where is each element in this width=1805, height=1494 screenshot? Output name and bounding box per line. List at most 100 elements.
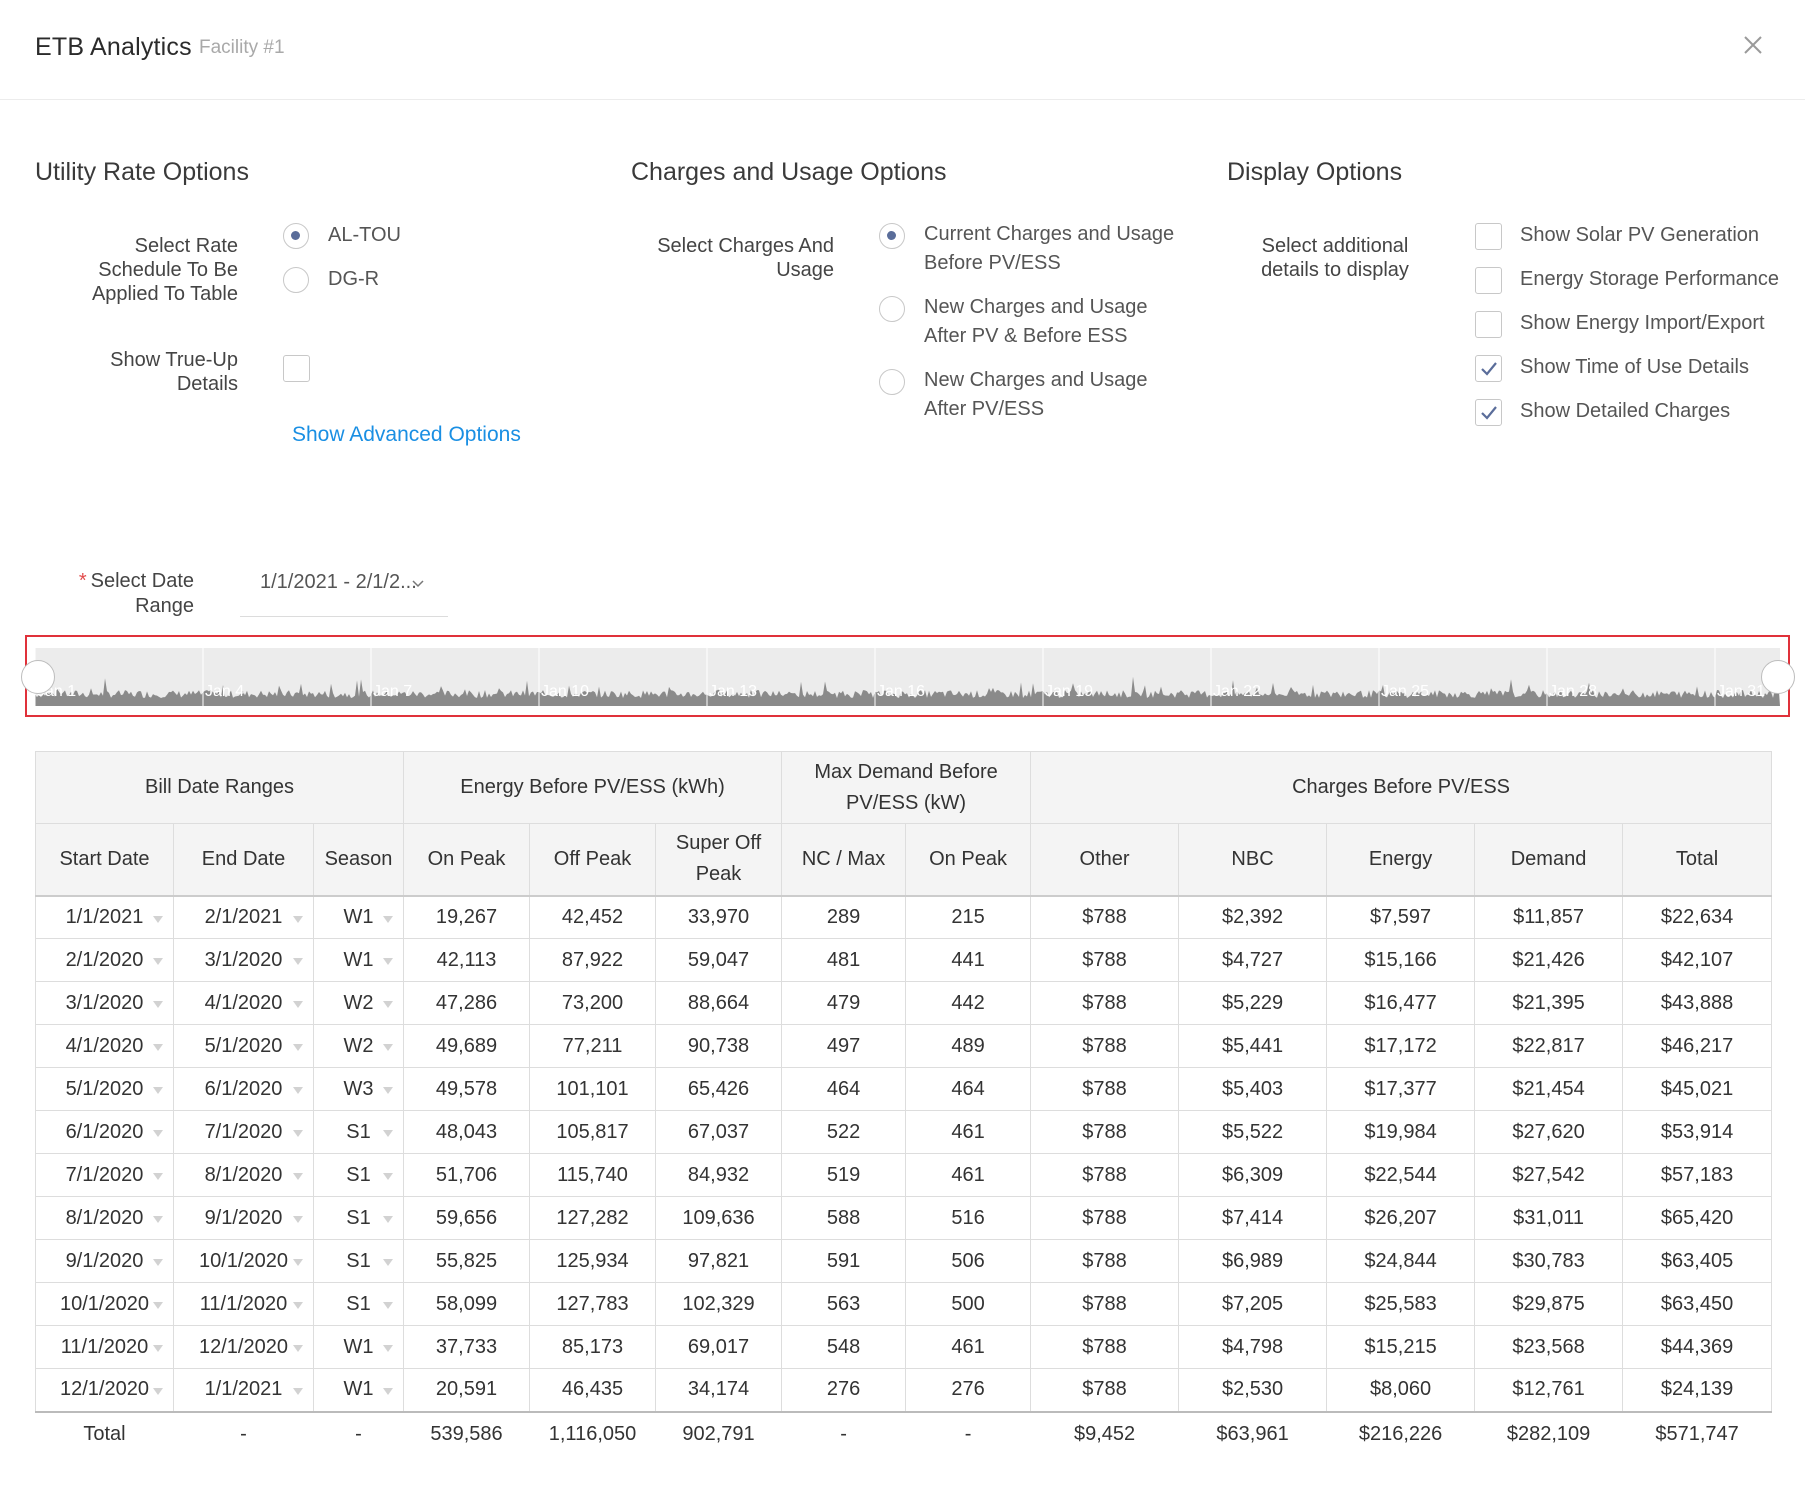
start-date-select[interactable]: 12/1/2020: [35, 1368, 174, 1413]
end-date-select[interactable]: 3/1/2020: [173, 938, 314, 982]
timeline-tick-label: Jan 4: [205, 683, 245, 700]
start-date-select[interactable]: 9/1/2020: [35, 1239, 174, 1283]
rate-radio-label-dg-r[interactable]: DG-R: [328, 268, 380, 290]
charges-option-after-pv[interactable]: New Charges and Usage After PV & Before …: [924, 293, 1147, 351]
checkbox-time-of-use[interactable]: [1475, 355, 1502, 382]
rate-schedule-label: Select Rate Schedule To Be Applied To Ta…: [91, 235, 238, 305]
true-up-checkbox[interactable]: [283, 355, 310, 382]
cell-value: 9/1/2020: [65, 1249, 144, 1272]
caret-down-icon: [293, 1259, 303, 1266]
close-button[interactable]: [1738, 30, 1768, 60]
table-cell: 69,017: [654, 1325, 783, 1369]
checkbox-energy-import-export[interactable]: [1475, 311, 1502, 338]
start-date-select[interactable]: 6/1/2020: [35, 1110, 174, 1154]
checkbox-label-detailed-charges[interactable]: Show Detailed Charges: [1520, 400, 1731, 422]
end-date-select[interactable]: 4/1/2020: [173, 981, 314, 1025]
season-select[interactable]: S1: [313, 1196, 404, 1240]
season-select[interactable]: S1: [313, 1153, 404, 1197]
timeline-navigator[interactable]: Jan 1 Jan 4 Jan 7 Jan 10 Jan 13 Jan 16 Jan 19 J…: [21, 635, 1795, 717]
caret-down-icon: [293, 1388, 303, 1395]
table-cell: 215: [905, 895, 1032, 939]
season-select[interactable]: W3: [313, 1067, 404, 1111]
table-cell: 441: [905, 938, 1032, 982]
table-cell: 461: [905, 1110, 1032, 1154]
rate-radio-dg-r[interactable]: [283, 267, 309, 293]
table-cell: $45,021: [1622, 1067, 1773, 1111]
timeline-tick-label: Jan 22: [1213, 683, 1262, 700]
charges-option-after-pv-ess[interactable]: New Charges and Usage After PV/ESS: [924, 366, 1147, 424]
charges-option-current[interactable]: Current Charges and Usage Before PV/ESS: [924, 220, 1174, 278]
cell-value: 6/1/2020: [204, 1077, 283, 1100]
checkbox-detailed-charges[interactable]: [1475, 399, 1502, 426]
end-date-select[interactable]: 6/1/2020: [173, 1067, 314, 1111]
end-date-select[interactable]: 11/1/2020: [173, 1282, 314, 1326]
checkbox-label-solar-pv[interactable]: Show Solar PV Generation: [1520, 224, 1760, 246]
table-cell: 461: [905, 1153, 1032, 1197]
caret-down-icon: [383, 915, 393, 923]
checkbox-energy-storage[interactable]: [1475, 267, 1502, 294]
season-select[interactable]: W1: [313, 1368, 404, 1413]
start-date-select[interactable]: 3/1/2020: [35, 981, 174, 1025]
timeline-area[interactable]: Jan 1 Jan 4 Jan 7 Jan 10 Jan 13 Jan 16 Jan 19 J…: [21, 648, 1795, 706]
total-cell: $9,452: [1073, 1422, 1136, 1445]
start-date-select[interactable]: 8/1/2020: [35, 1196, 174, 1240]
table-cell: 442: [905, 981, 1032, 1025]
column-header: Energy: [1326, 823, 1476, 897]
checkbox-label-time-of-use[interactable]: Show Time of Use Details: [1520, 356, 1749, 378]
start-date-select[interactable]: 4/1/2020: [35, 1024, 174, 1068]
table-cell: 489: [905, 1024, 1032, 1068]
season-select[interactable]: S1: [313, 1282, 404, 1326]
cell-value: 1/1/2021: [65, 905, 144, 928]
end-date-select[interactable]: 9/1/2020: [173, 1196, 314, 1240]
display-details-label: Select additional details to display: [1261, 235, 1409, 281]
season-select[interactable]: W1: [313, 895, 404, 939]
checkbox-solar-pv[interactable]: [1475, 223, 1502, 250]
end-date-select[interactable]: 5/1/2020: [173, 1024, 314, 1068]
cell-value: 4/1/2020: [65, 1034, 144, 1057]
table-cell: $44,369: [1622, 1325, 1773, 1369]
charges-radio-after-pv[interactable]: [879, 296, 905, 322]
table-cell: 90,738: [654, 1024, 783, 1068]
table-cell: 42,113: [403, 938, 530, 982]
date-range-select[interactable]: 1/1/2021 - 2/1/2...: [240, 569, 448, 617]
start-date-select[interactable]: 11/1/2020: [35, 1325, 174, 1369]
table-row: 5/1/2020 6/1/2020 W3 49,578 101,101 65,426 464…: [35, 1067, 1773, 1111]
season-select[interactable]: S1: [313, 1239, 404, 1283]
table-cell: $2,392: [1178, 895, 1328, 939]
start-date-select[interactable]: 1/1/2021: [35, 895, 174, 939]
season-select[interactable]: W2: [313, 981, 404, 1025]
caret-down-icon: [153, 958, 163, 965]
season-select[interactable]: W1: [313, 938, 404, 982]
table-cell: $63,405: [1622, 1239, 1773, 1283]
start-date-select[interactable]: 5/1/2020: [35, 1067, 174, 1111]
season-select[interactable]: W1: [313, 1325, 404, 1369]
checkbox-label-energy-storage[interactable]: Energy Storage Performance: [1520, 268, 1780, 290]
season-select[interactable]: W2: [313, 1024, 404, 1068]
close-icon[interactable]: [1738, 30, 1768, 60]
end-date-select[interactable]: 12/1/2020: [173, 1325, 314, 1369]
show-advanced-options-link[interactable]: Show Advanced Options: [292, 423, 521, 446]
end-date-select[interactable]: 2/1/2021: [173, 895, 314, 939]
end-date-select[interactable]: 8/1/2020: [173, 1153, 314, 1197]
end-date-select[interactable]: 1/1/2021: [173, 1368, 314, 1413]
rate-radio-label-al-tou[interactable]: AL-TOU: [328, 224, 401, 246]
facility-subtitle: Facility #1: [199, 37, 285, 58]
end-date-select[interactable]: 7/1/2020: [173, 1110, 314, 1154]
rate-radio-al-tou[interactable]: [283, 223, 309, 249]
timeline-tick-label: Jan 25: [1381, 683, 1430, 700]
cell-value: W1: [343, 905, 374, 928]
start-date-select[interactable]: 10/1/2020: [35, 1282, 174, 1326]
end-date-select[interactable]: 10/1/2020: [173, 1239, 314, 1283]
table-cell: $788: [1030, 1282, 1180, 1326]
charges-usage-label: Select Charges And Usage: [657, 235, 834, 281]
charges-radio-current[interactable]: [879, 223, 905, 249]
timeline-left-handle[interactable]: [21, 660, 55, 694]
start-date-select[interactable]: 2/1/2020: [35, 938, 174, 982]
charges-radio-after-pv-ess[interactable]: [879, 369, 905, 395]
timeline-right-handle[interactable]: [1761, 660, 1795, 694]
start-date-select[interactable]: 7/1/2020: [35, 1153, 174, 1197]
checkbox-label-energy-import-export[interactable]: Show Energy Import/Export: [1520, 312, 1765, 334]
season-select[interactable]: S1: [313, 1110, 404, 1154]
table-cell: $788: [1030, 1196, 1180, 1240]
cell-value: 6/1/2020: [65, 1120, 144, 1143]
